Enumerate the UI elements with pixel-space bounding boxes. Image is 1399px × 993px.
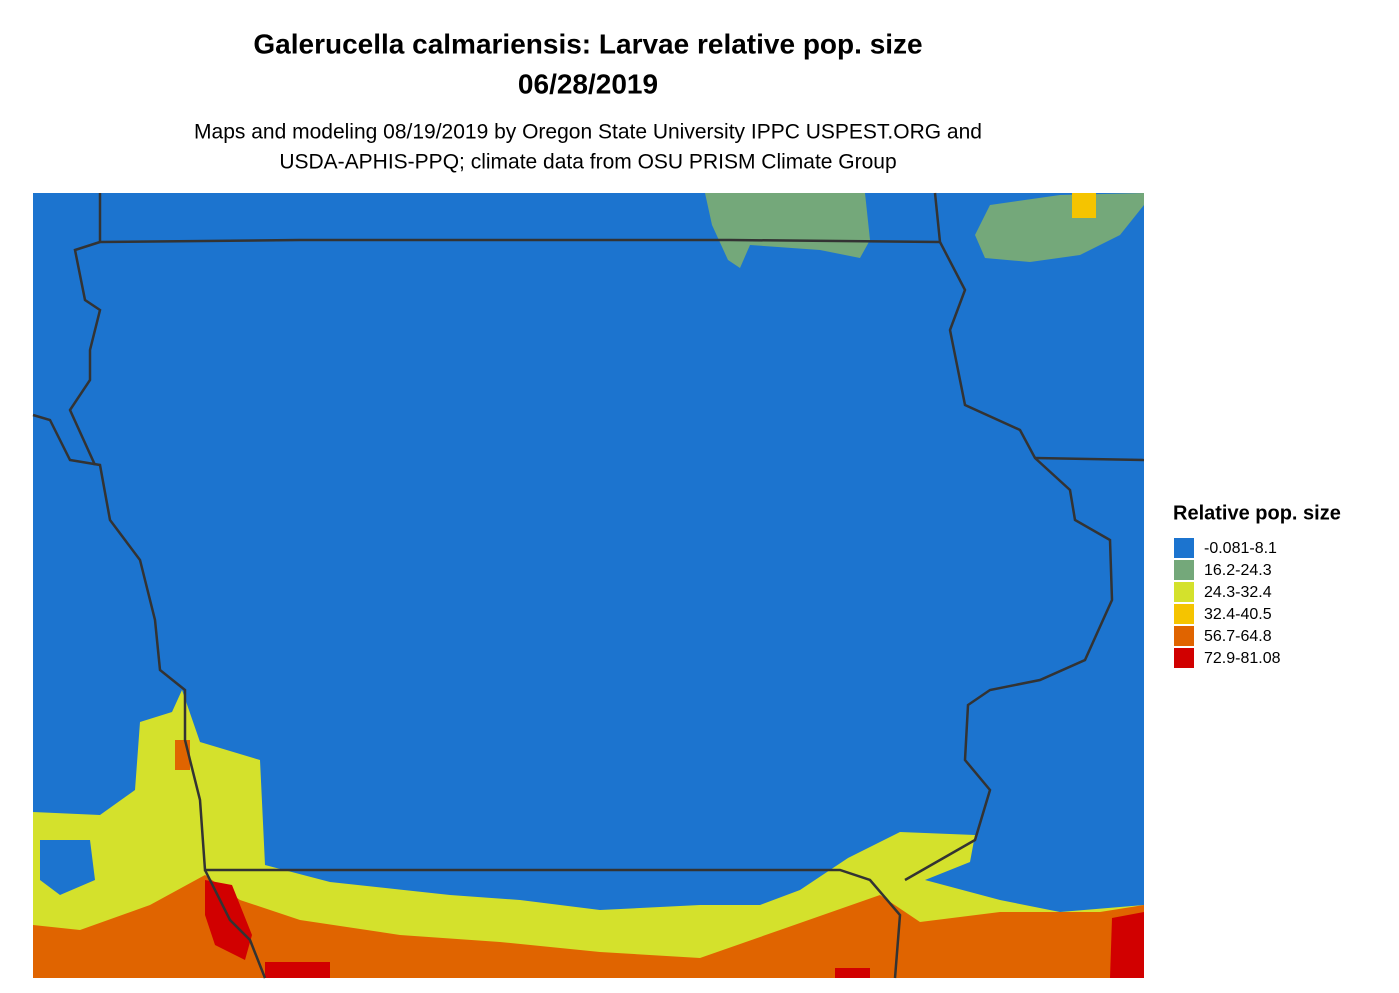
state-border	[68, 240, 102, 466]
map-region	[1072, 193, 1096, 218]
subtitle: Maps and modeling 08/19/2019 by Oregon S…	[194, 121, 982, 144]
map-region	[705, 193, 870, 268]
legend: -0.081-8.1 16.2-24.3 24.3-32.4 32.4-40.5 56.…	[1174, 538, 1281, 668]
legend-swatch	[1174, 560, 1194, 580]
state-border	[203, 869, 267, 979]
legend-swatch	[1174, 582, 1194, 602]
state-border	[904, 192, 1114, 882]
state-border	[1034, 456, 1145, 462]
map	[32, 192, 1145, 979]
map-region	[265, 962, 330, 978]
state-border	[98, 193, 941, 244]
legend-title: Relative pop. size	[1173, 502, 1341, 524]
legend-label: 56.7-64.8	[1204, 628, 1272, 645]
legend-label: -0.081-8.1	[1204, 540, 1277, 557]
map-region	[835, 968, 870, 978]
state-border	[32, 413, 902, 979]
map-region	[40, 840, 95, 895]
title: 06/28/2019	[518, 68, 658, 99]
legend-swatch	[1174, 538, 1194, 558]
legend-swatch	[1174, 626, 1194, 646]
map-region	[975, 193, 1144, 262]
map-region	[33, 875, 1144, 978]
subtitle: USDA-APHIS-PPQ; climate data from OSU PR…	[279, 151, 896, 174]
map-region	[205, 880, 252, 960]
legend-swatch	[1174, 648, 1194, 668]
title: Galerucella calmariensis: Larvae relativ…	[253, 28, 922, 59]
legend-label: 72.9-81.08	[1204, 650, 1281, 667]
legend-label: 24.3-32.4	[1204, 584, 1272, 601]
legend-label: 32.4-40.5	[1204, 606, 1272, 623]
legend-label: 16.2-24.3	[1204, 562, 1272, 579]
legend-swatch	[1174, 604, 1194, 624]
map-region	[1110, 912, 1144, 978]
